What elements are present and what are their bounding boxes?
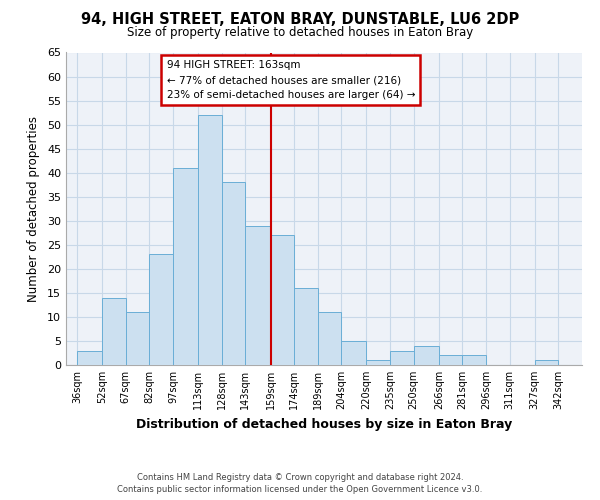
Bar [77,350,102,365]
X-axis label: Distribution of detached houses by size in Eaton Bray: Distribution of detached houses by size … [136,418,512,430]
Text: Size of property relative to detached houses in Eaton Bray: Size of property relative to detached ho… [127,26,473,39]
Text: Contains HM Land Registry data © Crown copyright and database right 2024.
Contai: Contains HM Land Registry data © Crown c… [118,472,482,494]
Bar [413,346,439,365]
Bar [149,254,173,365]
Bar [341,341,367,365]
Bar [198,115,222,365]
Bar [463,356,486,365]
Bar [535,360,559,365]
Bar [102,298,126,365]
Text: 94 HIGH STREET: 163sqm
← 77% of detached houses are smaller (216)
23% of semi-de: 94 HIGH STREET: 163sqm ← 77% of detached… [167,60,415,100]
Bar [318,312,341,365]
Bar [390,350,413,365]
Bar [294,288,318,365]
Bar [245,226,271,365]
Bar [173,168,198,365]
Text: 94, HIGH STREET, EATON BRAY, DUNSTABLE, LU6 2DP: 94, HIGH STREET, EATON BRAY, DUNSTABLE, … [81,12,519,28]
Bar [126,312,149,365]
Y-axis label: Number of detached properties: Number of detached properties [27,116,40,302]
Bar [439,356,463,365]
Bar [367,360,390,365]
Bar [222,182,245,365]
Bar [271,235,294,365]
